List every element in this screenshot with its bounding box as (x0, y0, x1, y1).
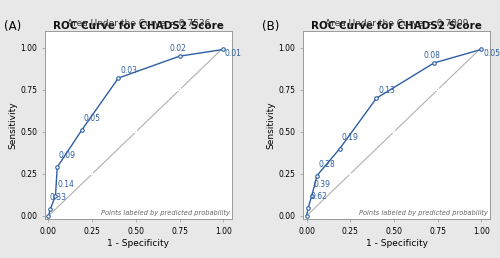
Text: 0.01: 0.01 (225, 49, 242, 58)
Text: 0.03: 0.03 (120, 66, 137, 75)
Text: (A): (A) (4, 20, 21, 33)
Text: 0.08: 0.08 (424, 51, 440, 60)
Text: 0.13: 0.13 (378, 86, 395, 95)
Text: 0.05: 0.05 (483, 49, 500, 58)
Text: 0.39: 0.39 (314, 180, 330, 189)
Title: ROC Curve for CHADS2 Score: ROC Curve for CHADS2 Score (53, 21, 224, 31)
Text: Points labeled by predicted probability: Points labeled by predicted probability (360, 209, 488, 215)
Text: 0.14: 0.14 (57, 180, 74, 189)
Y-axis label: Sensitivity: Sensitivity (8, 101, 18, 149)
Text: 0.09: 0.09 (59, 151, 76, 160)
Text: Area Under the Curve = 0.7536: Area Under the Curve = 0.7536 (67, 19, 210, 28)
Text: Area Under the Curve = 0.7009: Area Under the Curve = 0.7009 (325, 19, 468, 28)
X-axis label: 1 - Specificity: 1 - Specificity (108, 239, 170, 248)
Text: 0.28: 0.28 (319, 160, 336, 169)
Text: 0.19: 0.19 (342, 133, 358, 142)
X-axis label: 1 - Specificity: 1 - Specificity (366, 239, 428, 248)
Text: (B): (B) (262, 20, 280, 33)
Text: 0.02: 0.02 (169, 44, 186, 53)
Text: Points labeled by predicted probability: Points labeled by predicted probability (101, 209, 230, 215)
Text: 0.62: 0.62 (310, 192, 327, 201)
Text: 0.33: 0.33 (50, 194, 66, 203)
Title: ROC Curve for CHADS2 Score: ROC Curve for CHADS2 Score (311, 21, 482, 31)
Text: 0.05: 0.05 (84, 115, 100, 123)
Y-axis label: Sensitivity: Sensitivity (266, 101, 276, 149)
